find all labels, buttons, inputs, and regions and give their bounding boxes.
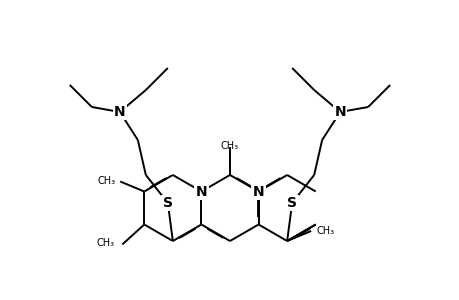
Text: CH₃: CH₃ [220,141,239,151]
Text: CH₃: CH₃ [97,176,115,187]
Text: CH₃: CH₃ [96,238,114,248]
Text: CH₃: CH₃ [315,226,334,236]
Text: S: S [162,196,173,210]
Text: N: N [334,105,345,119]
Text: S: S [286,196,297,210]
Text: N: N [114,105,125,119]
Text: N: N [195,184,207,199]
Text: N: N [252,184,264,199]
